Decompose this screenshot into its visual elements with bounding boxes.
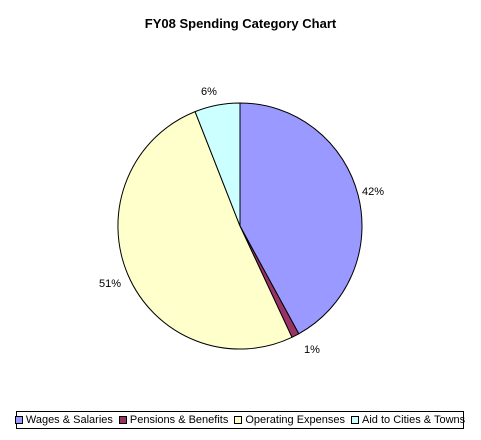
data-label-operating-expenses: 51%: [99, 278, 121, 290]
pie-slice-aid-to-cities-and-towns: [194, 102, 241, 227]
data-label-pensions-and-benefits: 1%: [304, 344, 320, 356]
legend-swatch: [118, 416, 127, 424]
pie-slice-operating-expenses: [117, 110, 293, 350]
chart-title: FY08 Spending Category Chart: [144, 16, 337, 31]
legend-item-aid-to-cities-and-towns: Aid to Cities & Towns: [351, 414, 465, 426]
legend-item-operating-expenses: Operating Expenses: [234, 414, 345, 426]
legend-label: Wages & Salaries: [25, 414, 113, 426]
legend-label: Pensions & Benefits: [129, 414, 229, 426]
pie-slice-wages-and-salaries: [239, 102, 363, 335]
legend-label: Operating Expenses: [245, 414, 346, 426]
legend-label: Aid to Cities & Towns: [362, 414, 466, 426]
legend-item-wages-and-salaries: Wages & Salaries: [14, 414, 113, 426]
legend-swatch: [351, 416, 360, 424]
legend: Wages & Salaries Pensions & Benefits Opera…: [14, 411, 465, 429]
legend-swatch: [234, 416, 243, 424]
data-label-aid-to-cities-and-towns: 6%: [201, 86, 217, 98]
data-label-wages-and-salaries: 42%: [362, 186, 384, 198]
legend-swatch: [14, 416, 23, 424]
legend-item-pensions-and-benefits: Pensions & Benefits: [118, 414, 229, 426]
